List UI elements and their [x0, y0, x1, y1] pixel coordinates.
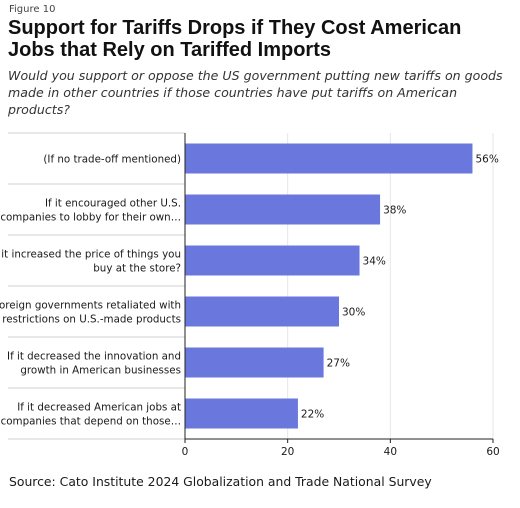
value-label: 22% [301, 409, 324, 421]
category-label: companies that depend on those… [1, 416, 181, 428]
bar [185, 194, 381, 225]
category-label: growth in American businesses [20, 365, 181, 377]
bar [185, 347, 324, 378]
value-label: 56% [475, 154, 498, 166]
bar [185, 296, 339, 327]
chart-title: Support for Tariffs Drops if They Cost A… [8, 17, 462, 61]
category-label: buy at the store? [93, 263, 181, 275]
value-label: 27% [327, 358, 350, 370]
category-label: If it decreased the innovation and [7, 351, 181, 363]
value-label: 38% [383, 205, 406, 217]
x-tick-label: 20 [281, 446, 294, 458]
category-label: If it encouraged other U.S. [45, 198, 181, 210]
category-label: If it increased the price of things you [0, 249, 181, 261]
chart-subtitle: Would you support or oppose the US gover… [8, 68, 503, 117]
bar [185, 398, 298, 429]
bars [185, 143, 473, 429]
category-label: restrictions on U.S.-made products [2, 314, 181, 326]
value-labels: 56% 38% 34% 30% 27% 22% [301, 154, 499, 421]
bar [185, 245, 360, 276]
grid-lines [287, 133, 494, 439]
source-note: Source: Cato Institute 2024 Globalizatio… [9, 474, 432, 489]
category-label: If foreign governments retaliated with [0, 300, 181, 312]
x-axis: 0 20 40 60 [182, 133, 500, 458]
value-label: 34% [363, 256, 386, 268]
x-tick-label: 0 [182, 446, 189, 458]
bar [185, 143, 473, 174]
category-labels: (If no trade-off mentioned) If it encoura… [0, 154, 181, 428]
category-label: companies to lobby for their own… [0, 212, 181, 224]
category-label: If it decreased American jobs at [17, 402, 181, 414]
category-label: (If no trade-off mentioned) [43, 154, 181, 166]
value-label: 30% [342, 307, 365, 319]
x-tick-label: 60 [486, 446, 499, 458]
x-tick-label: 40 [384, 446, 397, 458]
figure-label: Figure 10 [9, 4, 56, 15]
row-separators [8, 132, 185, 440]
